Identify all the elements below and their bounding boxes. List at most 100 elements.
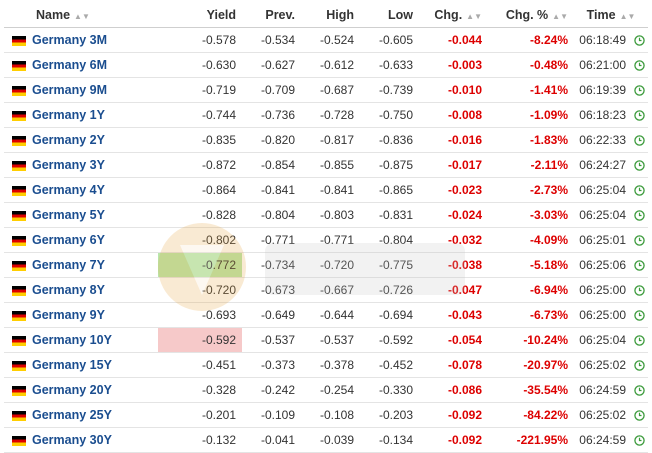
flag-cell [4, 152, 32, 178]
bond-name-link[interactable]: Germany 6Y [32, 233, 105, 247]
table-row: Germany 9Y -0.693 -0.649 -0.644 -0.694 -0.043… [4, 302, 649, 328]
cell-high: -0.687 [301, 77, 361, 103]
clock-icon [633, 35, 645, 47]
clock-icon [633, 360, 645, 372]
bond-name-link[interactable]: Germany 3M [32, 33, 108, 47]
cell-low: -0.739 [360, 77, 420, 103]
column-header-chg[interactable]: Chg. ▲▼ [419, 2, 489, 28]
cell-chg-pct: -5.18% [488, 252, 575, 278]
clock-icon [633, 235, 645, 247]
flag-cell [4, 102, 32, 128]
cell-high: -0.817 [301, 127, 361, 153]
bond-name-cell: Germany 6Y [32, 227, 159, 253]
flag-cell [4, 52, 32, 78]
cell-low: -0.726 [360, 277, 420, 303]
bond-name-link[interactable]: Germany 20Y [32, 383, 112, 397]
cell-high: -0.803 [301, 202, 361, 228]
cell-prev: -0.709 [242, 77, 302, 103]
germany-flag-icon [12, 235, 26, 246]
bond-name-cell: Germany 25Y [32, 402, 159, 428]
cell-prev: -0.242 [242, 377, 302, 403]
bond-name-link[interactable]: Germany 10Y [32, 333, 112, 347]
cell-yield: -0.630 [158, 52, 243, 78]
germany-flag-icon [12, 335, 26, 346]
germany-flag-icon [12, 260, 26, 271]
column-header-high[interactable]: High [301, 2, 361, 28]
bond-name-link[interactable]: Germany 2Y [32, 133, 105, 147]
bond-name-link[interactable]: Germany 1Y [32, 108, 105, 122]
cell-time: 06:25:04 [574, 327, 631, 353]
column-header-prev[interactable]: Prev. [242, 2, 302, 28]
cell-chg: -0.032 [419, 227, 489, 253]
cell-chg-pct: -1.09% [488, 102, 575, 128]
clock-icon [633, 135, 645, 147]
cell-prev: -0.820 [242, 127, 302, 153]
cell-time: 06:24:59 [574, 427, 631, 453]
bond-name-link[interactable]: Germany 9M [32, 83, 108, 97]
bond-name-link[interactable]: Germany 15Y [32, 358, 112, 372]
bond-name-link[interactable]: Germany 5Y [32, 208, 105, 222]
cell-time: 06:25:00 [574, 302, 631, 328]
cell-low: -0.633 [360, 52, 420, 78]
table-body: Germany 3M -0.578 -0.534 -0.524 -0.605 -0.044… [4, 27, 649, 453]
table-row: Germany 1Y -0.744 -0.736 -0.728 -0.750 -0.008… [4, 102, 649, 128]
column-header-chg-pct[interactable]: Chg. % ▲▼ [488, 2, 575, 28]
cell-time: 06:25:00 [574, 277, 631, 303]
bond-name-link[interactable]: Germany 7Y [32, 258, 105, 272]
clock-cell [630, 202, 649, 228]
cell-chg-pct: -0.48% [488, 52, 575, 78]
clock-icon [633, 285, 645, 297]
sort-arrows-icon[interactable]: ▲▼ [552, 11, 569, 21]
cell-low: -0.452 [360, 352, 420, 378]
sort-arrows-icon[interactable]: ▲▼ [619, 11, 636, 21]
clock-cell [630, 127, 649, 153]
column-header-chg-label: Chg. [434, 7, 463, 22]
bond-name-link[interactable]: Germany 6M [32, 58, 108, 72]
column-header-time-label: Time [586, 7, 616, 22]
cell-chg: -0.086 [419, 377, 489, 403]
cell-yield: -0.719 [158, 77, 243, 103]
clock-icon [633, 410, 645, 422]
table-row: Germany 2Y -0.835 -0.820 -0.817 -0.836 -0.016… [4, 127, 649, 153]
table-header: Name ▲▼ Yield Prev. High Low Chg. ▲▼ Chg. … [4, 2, 649, 28]
cell-yield: -0.835 [158, 127, 243, 153]
sort-arrows-icon[interactable]: ▲▼ [466, 11, 483, 21]
cell-time: 06:18:23 [574, 102, 631, 128]
clock-icon [633, 435, 645, 447]
cell-low: -0.330 [360, 377, 420, 403]
flag-cell [4, 177, 32, 203]
column-header-low[interactable]: Low [360, 2, 420, 28]
flag-cell [4, 77, 32, 103]
flag-cell [4, 127, 32, 153]
column-header-name[interactable]: Name ▲▼ [4, 2, 159, 28]
cell-time: 06:25:04 [574, 177, 631, 203]
clock-cell [630, 377, 649, 403]
bond-name-link[interactable]: Germany 8Y [32, 283, 105, 297]
column-header-time[interactable]: Time ▲▼ [574, 2, 649, 28]
cell-yield: -0.772 [158, 252, 243, 278]
flag-cell [4, 27, 32, 53]
cell-yield: -0.720 [158, 277, 243, 303]
clock-cell [630, 177, 649, 203]
germany-flag-icon [12, 360, 26, 371]
bond-name-link[interactable]: Germany 4Y [32, 183, 105, 197]
cell-yield: -0.201 [158, 402, 243, 428]
column-header-yield[interactable]: Yield [158, 2, 243, 28]
table-row: Germany 7Y -0.772 -0.734 -0.720 -0.775 -0.038… [4, 252, 649, 278]
cell-high: -0.039 [301, 427, 361, 453]
cell-low: -0.750 [360, 102, 420, 128]
cell-time: 06:25:04 [574, 202, 631, 228]
cell-time: 06:25:06 [574, 252, 631, 278]
flag-cell [4, 427, 32, 453]
table-row: Germany 20Y -0.328 -0.242 -0.254 -0.330 -0.08… [4, 377, 649, 403]
cell-low: -0.865 [360, 177, 420, 203]
flag-cell [4, 377, 32, 403]
flag-cell [4, 302, 32, 328]
cell-yield: -0.451 [158, 352, 243, 378]
bond-name-link[interactable]: Germany 25Y [32, 408, 112, 422]
bond-name-link[interactable]: Germany 9Y [32, 308, 105, 322]
cell-prev: -0.373 [242, 352, 302, 378]
bond-name-link[interactable]: Germany 30Y [32, 433, 112, 447]
sort-arrows-icon[interactable]: ▲▼ [74, 11, 90, 21]
bond-name-link[interactable]: Germany 3Y [32, 158, 105, 172]
